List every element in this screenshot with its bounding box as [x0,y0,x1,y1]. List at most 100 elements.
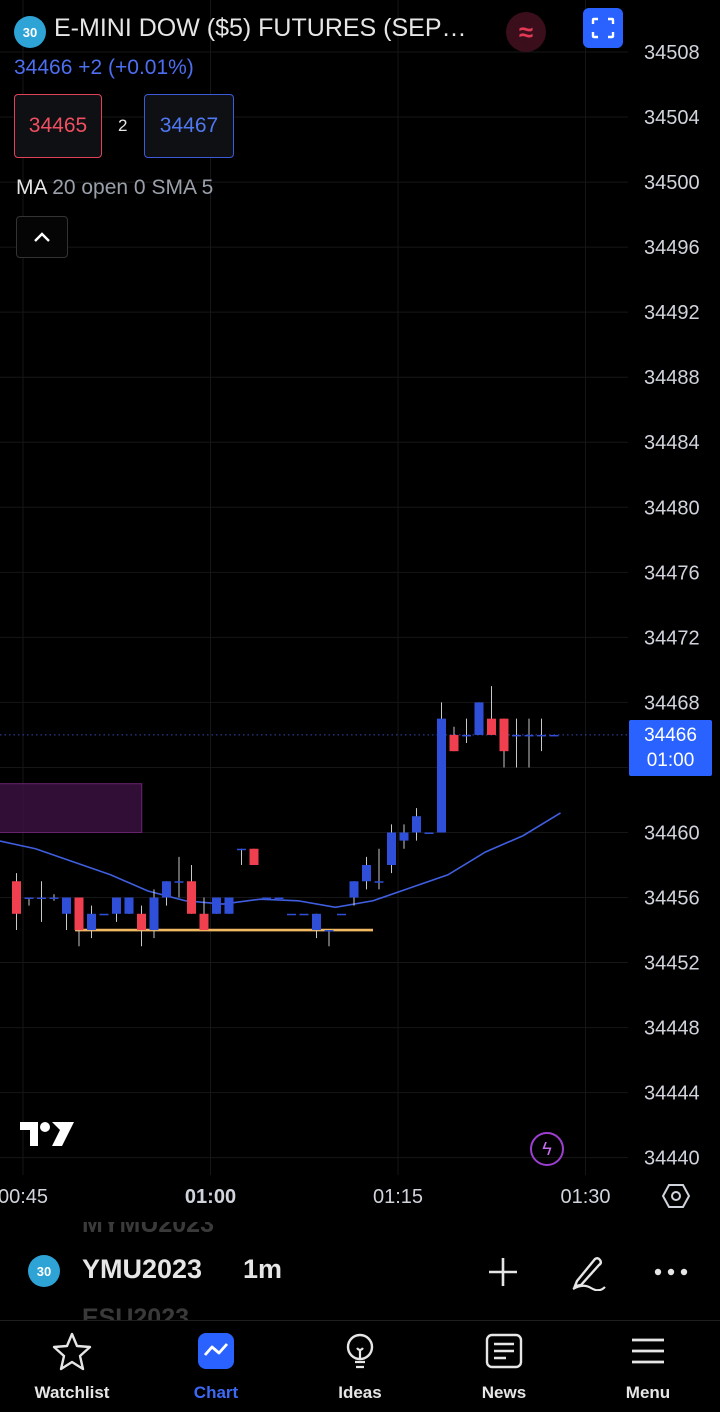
nav-label: News [481,1383,527,1402]
candle [537,718,546,752]
nav-label: Watchlist [34,1383,110,1402]
fullscreen-icon[interactable] [583,8,623,48]
candle-body [374,881,384,883]
nav-menu[interactable]: Menu [576,1321,720,1412]
candle [187,865,196,914]
y-tick-label: 34468 [644,692,700,714]
plus-icon[interactable] [483,1252,523,1292]
candle [487,686,496,735]
nav-label: Ideas [338,1383,382,1402]
candle-body [449,734,459,752]
candle-body [237,848,246,851]
candle [387,824,396,874]
interval-selector[interactable]: 1m [243,1254,283,1284]
candle [137,905,146,947]
candle [274,897,284,900]
nav-ideas[interactable]: Ideas [288,1321,432,1412]
candle [199,897,209,931]
symbol-badge[interactable]: 30 [14,16,46,48]
more-icon[interactable] [651,1252,691,1292]
candle-body [212,897,221,914]
wave-icon[interactable]: ≈ [506,12,546,52]
last-price-tag: 34466 01:00 [629,720,712,776]
buy-button[interactable]: 34467 [144,94,234,158]
candle [462,718,471,744]
next-symbol[interactable]: ESU2023 [82,1304,190,1320]
tradingview-logo-icon[interactable] [18,1118,76,1150]
settings-icon[interactable] [661,1182,691,1210]
candle [112,897,121,922]
symbol-title[interactable]: E-MINI DOW ($5) FUTURES (SEP… [54,14,467,42]
candle-body [437,718,446,833]
candle [399,824,409,849]
symbol-badge-small[interactable]: 30 [28,1255,60,1287]
y-tick-label: 34500 [644,172,700,194]
y-tick-label: 34504 [644,107,700,129]
candle [524,718,534,768]
x-tick-label: 01:15 [373,1186,423,1208]
y-tick-label: 34484 [644,432,700,454]
candle-body [262,897,271,900]
ma-line [0,812,561,909]
chevron-up-icon[interactable] [16,216,68,258]
indicator-name: MA [16,176,47,199]
symbol-name[interactable]: YMU2023 [82,1254,203,1284]
x-tick-label: 01:30 [560,1186,610,1208]
candle [262,897,271,900]
candle [24,897,34,906]
candle-body [524,734,534,737]
candle [212,897,221,914]
previous-symbol[interactable]: MYMU2023 [82,1222,214,1238]
candle-body [149,897,159,931]
drawing-pen-icon[interactable] [568,1252,608,1292]
y-tick-label: 34452 [644,953,700,975]
candle-body [174,881,184,883]
candle [362,856,371,890]
y-tick-label: 34496 [644,237,700,259]
y-tick-label: 34440 [644,1148,700,1170]
price-change: 34466 +2 (+0.01%) [14,56,194,79]
y-tick-label: 34508 [644,42,700,64]
candle-body [112,897,121,914]
candle-body [387,832,396,865]
indicator-legend[interactable]: MA 20 open 0 SMA 5 [16,176,213,200]
candle [149,889,159,939]
symbol-toolbar: MYMU2023 30 YMU2023 1m ESU2023 [0,1222,720,1320]
candle [299,913,309,916]
price-chart[interactable]: 34508 34504 34500 34496 34492 34488 34484 34480… [0,0,720,1222]
candle [12,873,21,931]
candle-body [349,881,359,898]
candle-body [299,913,309,916]
candle [512,718,521,768]
candle-body [412,816,421,833]
y-tick-label: 34456 [644,888,700,910]
candle-body [162,881,171,898]
candle [437,702,446,833]
candle-body [462,734,471,737]
nav-chart[interactable]: Chart [144,1321,288,1412]
candle-body [124,897,134,914]
candle-body [224,897,234,914]
spread-value: 2 [118,116,128,135]
candle [99,913,109,916]
bottom-navigation: Watchlist Chart Ideas News Menu [0,1320,720,1412]
nav-news[interactable]: News [432,1321,576,1412]
candle [312,913,321,939]
candle-body [199,913,209,931]
candle [249,848,259,865]
candle-body [312,913,321,931]
star-icon [52,1331,92,1371]
y-tick-label: 34460 [644,822,700,844]
candle-body [137,913,146,931]
candle-body [337,913,346,916]
news-icon [484,1331,524,1371]
candle [549,734,559,737]
sell-button[interactable]: 34465 [14,94,102,158]
candle-body [49,897,59,900]
candle-body [474,702,484,735]
nav-label: Chart [193,1383,239,1402]
nav-watchlist[interactable]: Watchlist [0,1321,144,1412]
lightning-icon[interactable]: ϟ [530,1132,564,1166]
candle-body [12,881,21,914]
nav-label: Menu [625,1383,671,1402]
